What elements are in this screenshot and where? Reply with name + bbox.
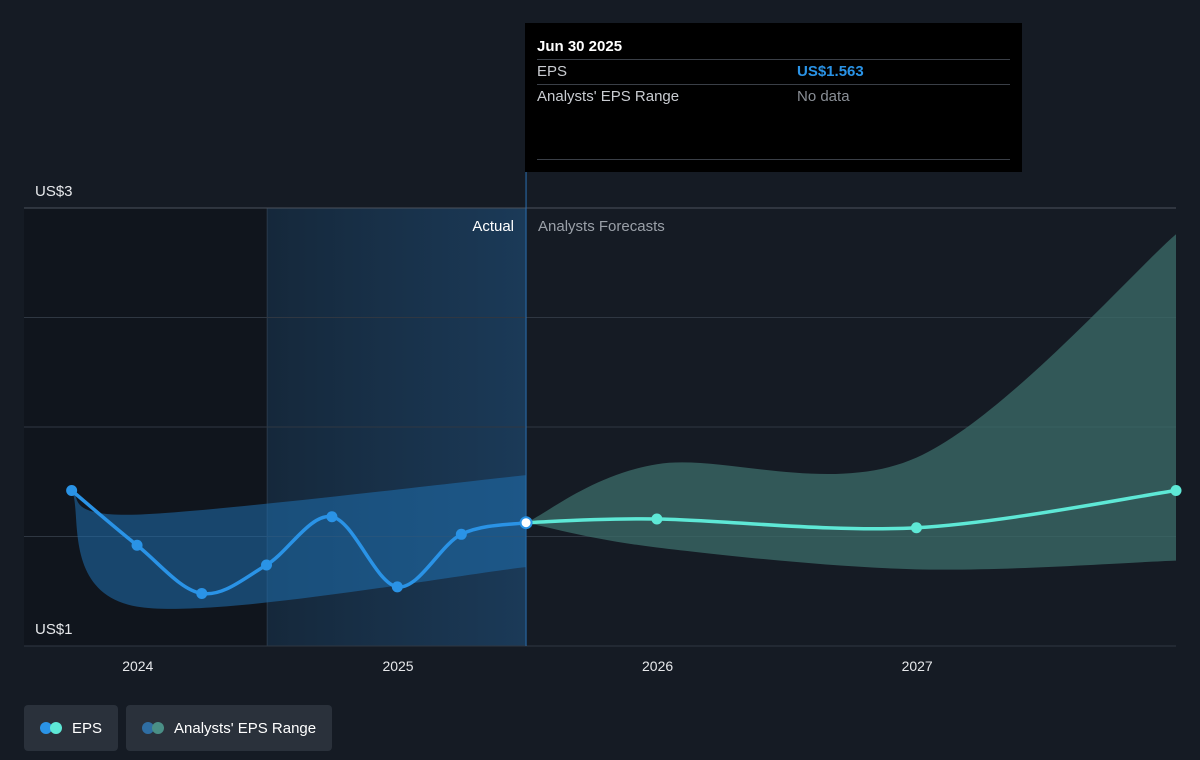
tooltip-eps-value: US$1.563 [797,63,864,80]
x-tick-label: 2025 [382,658,413,674]
eps-lines [69,488,1178,596]
tooltip-range-value: No data [797,88,850,105]
eps-point-forecast [910,522,922,534]
axis-labels: US$3 US$1 2024 2025 2026 2027 Actual Analysts F… [35,183,933,674]
eps-point-forecast [651,513,663,525]
eps-point-selected [519,516,533,530]
eps-point-actual [196,587,208,599]
x-tick-label: 2026 [642,658,673,674]
tooltip-footer-divider [537,159,1010,160]
eps-point-actual [326,511,338,523]
legend-item-eps-range[interactable]: Analysts' EPS Range [126,705,333,751]
range-band-forecast [526,234,1176,570]
tooltip-eps-label: EPS [537,63,568,80]
x-tick-label: 2027 [902,658,933,674]
legend-eps-label: EPS [72,719,103,737]
eps-points [66,485,1182,599]
forecast-region-label: Analysts Forecasts [538,218,665,235]
tooltip: Jun 30 2025 EPS US$1.563 Analysts' EPS R… [525,23,1022,172]
eps-point-actual [131,539,143,551]
range-band-actual [71,475,527,609]
legend-range-dots-icon [142,722,165,734]
tooltip-range-label: Analysts' EPS Range [537,88,680,105]
legend-item-eps[interactable]: EPS [24,705,119,751]
legend-eps-dots-icon [40,722,62,734]
tooltip-row-range: Analysts' EPS Range No data [537,84,1010,109]
eps-point-actual [260,559,272,571]
eps-line-actual [69,488,528,596]
tooltip-date: Jun 30 2025 [537,38,623,55]
legend-range-label: Analysts' EPS Range [174,719,317,737]
eps-point-forecast [1170,485,1182,497]
eps-line-forecast [524,488,1178,531]
eps-point-actual [455,528,467,540]
y-axis-label-bottom: US$1 [35,621,73,638]
eps-point-actual [391,581,403,593]
x-tick-label: 2024 [122,658,153,674]
eps-point-actual [66,485,78,497]
actual-region-label: Actual [472,218,514,235]
range-bands [71,234,1176,609]
legend: EPS Analysts' EPS Range [24,705,333,751]
y-axis-label-top: US$3 [35,183,73,200]
tooltip-row-eps: EPS US$1.563 [537,59,1010,84]
